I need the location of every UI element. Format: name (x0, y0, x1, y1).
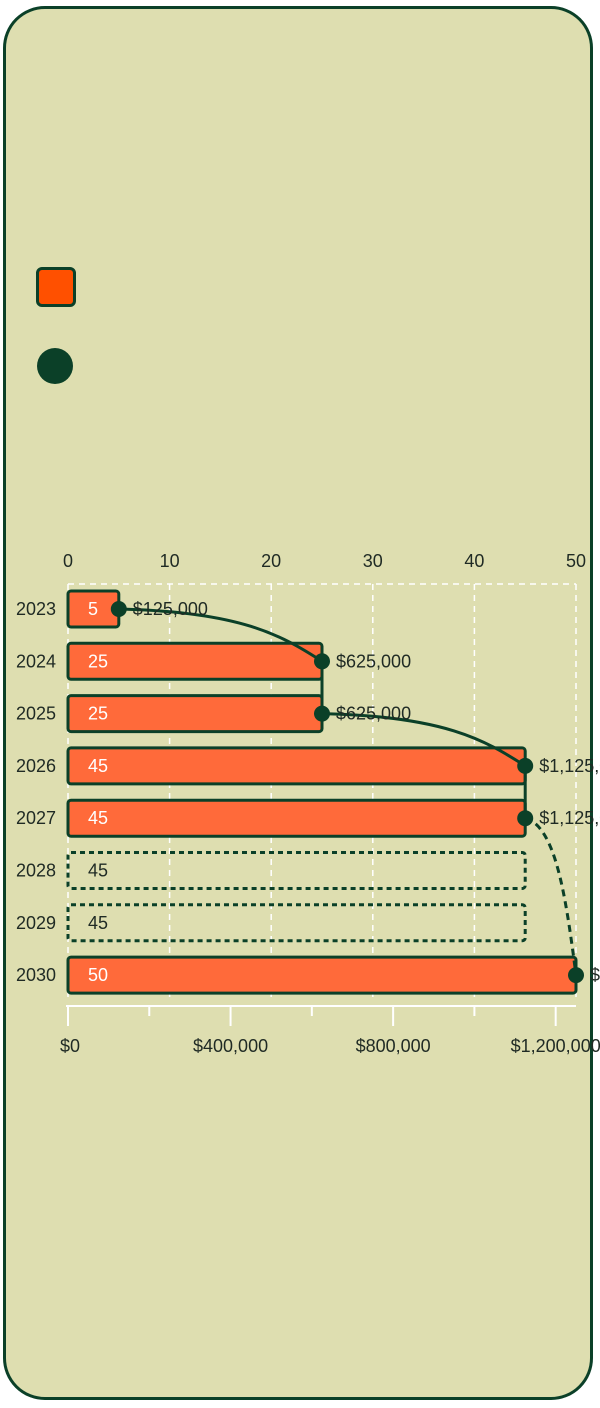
category-label: 2030 (16, 965, 56, 985)
bar-value-label: 50 (88, 965, 108, 985)
bar (66, 851, 527, 890)
category-label: 2028 (16, 861, 56, 881)
legend-swatch-dot (37, 348, 73, 384)
bar-value-label: 45 (88, 861, 108, 881)
bar-value-label: 45 (88, 756, 108, 776)
amount-label: $1,250,000 (590, 965, 600, 985)
top-tick-label: 50 (566, 551, 586, 571)
category-label: 2027 (16, 808, 56, 828)
top-tick-label: 20 (261, 551, 281, 571)
category-label: 2024 (16, 651, 56, 671)
legend-swatch-bar (36, 267, 76, 307)
bottom-tick-label: $0 (60, 1036, 80, 1056)
bottom-tick-label: $400,000 (193, 1036, 268, 1056)
line-point (517, 810, 534, 827)
bottom-tick-label: $1,200,000 (511, 1036, 600, 1056)
bar (66, 746, 527, 786)
category-labels: 2023 2024 2025 2026 2027 2028 2029 2030 (16, 599, 56, 985)
line-point (568, 967, 584, 984)
bottom-tick-label: $800,000 (356, 1036, 431, 1056)
line-point (314, 653, 330, 670)
category-label: 2023 (16, 599, 56, 619)
bar (66, 955, 578, 995)
line-segment (118, 607, 323, 663)
bar-value-label: 25 (88, 704, 108, 724)
top-tick-label: 30 (363, 551, 383, 571)
line-point (110, 601, 127, 617)
amount-label: $625,000 (336, 651, 411, 671)
line-segment (524, 816, 578, 976)
line-point (314, 705, 330, 722)
top-tick-label: 40 (464, 551, 484, 571)
bar-value-label: 45 (88, 808, 108, 828)
line-point (517, 757, 534, 774)
bar-value-label: 25 (88, 651, 108, 671)
bottom-axis: $0 $400,000 $800,000 $1,200,000 (60, 1005, 600, 1056)
line-segment (321, 712, 527, 768)
top-tick-label: 10 (160, 551, 180, 571)
amount-label: $1,125,000 (539, 808, 600, 828)
bars: 5 25 25 45 45 45 45 50 (66, 589, 578, 995)
category-label: 2026 (16, 756, 56, 776)
bar-value-label: 45 (88, 913, 108, 933)
amount-label: $1,125,000 (539, 756, 600, 776)
bar (66, 798, 527, 838)
bar (66, 903, 527, 943)
line-series: $125,000 $625,000 $625,000 $1,125,000 $1,125… (110, 599, 600, 985)
category-label: 2025 (16, 704, 56, 724)
category-label: 2029 (16, 913, 56, 933)
top-tick-label: 0 (63, 551, 73, 571)
amount-label: $125,000 (133, 599, 208, 619)
top-axis: 0 10 20 30 40 50 (63, 551, 586, 571)
bar-value-label: 5 (88, 599, 98, 619)
amount-label: $625,000 (336, 704, 411, 724)
